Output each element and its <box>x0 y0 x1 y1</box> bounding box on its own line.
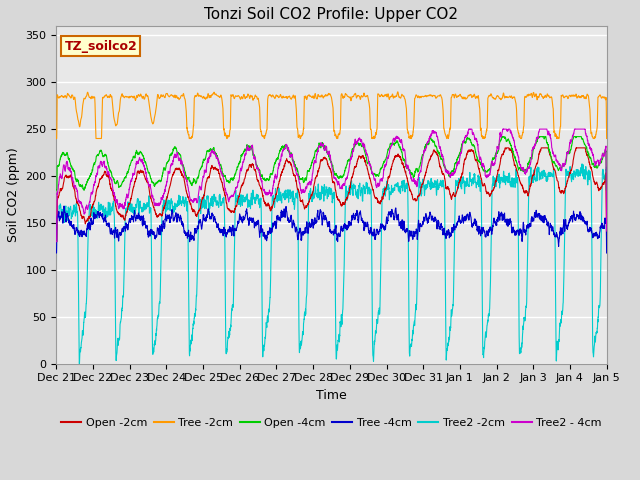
Title: Tonzi Soil CO2 Profile: Upper CO2: Tonzi Soil CO2 Profile: Upper CO2 <box>204 7 458 22</box>
X-axis label: Time: Time <box>316 389 347 402</box>
Text: TZ_soilco2: TZ_soilco2 <box>65 39 138 52</box>
Legend: Open -2cm, Tree -2cm, Open -4cm, Tree -4cm, Tree2 -2cm, Tree2 - 4cm: Open -2cm, Tree -2cm, Open -4cm, Tree -4… <box>57 414 606 432</box>
Y-axis label: Soil CO2 (ppm): Soil CO2 (ppm) <box>7 147 20 242</box>
